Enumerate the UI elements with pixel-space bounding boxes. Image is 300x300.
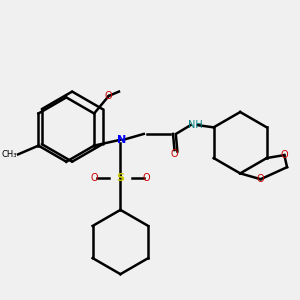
Text: N: N — [117, 135, 127, 145]
Text: O: O — [105, 91, 112, 101]
Text: O: O — [90, 173, 98, 183]
Text: NH: NH — [188, 120, 202, 130]
Text: O: O — [280, 150, 288, 160]
Text: S: S — [116, 173, 124, 183]
Text: O: O — [143, 173, 151, 183]
Text: O: O — [171, 149, 178, 159]
Text: CH₃: CH₃ — [1, 150, 16, 159]
Text: O: O — [257, 174, 265, 184]
